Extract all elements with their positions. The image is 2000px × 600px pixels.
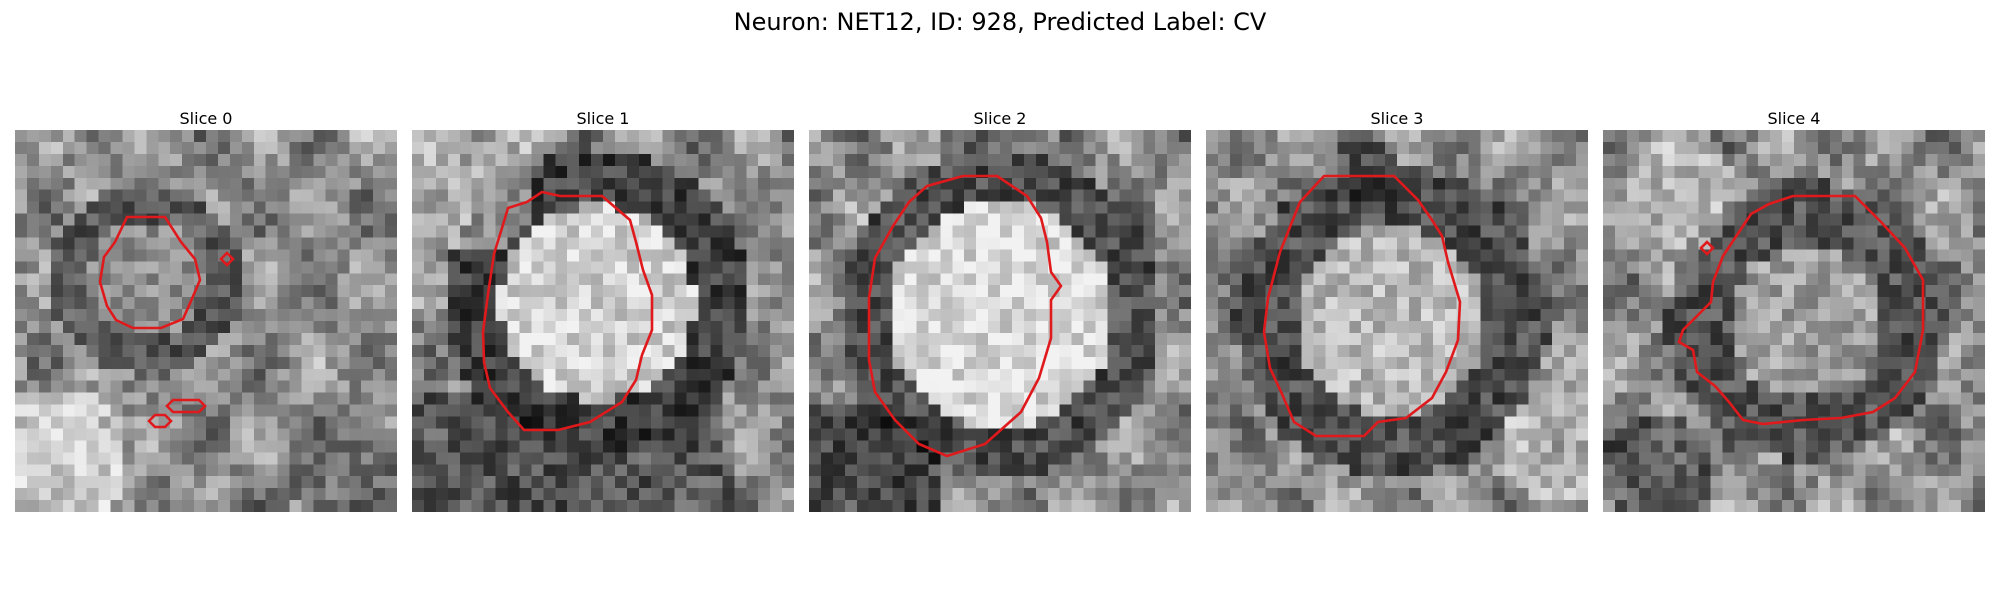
slice-title-0: Slice 0 [179,109,233,128]
slice-title-2: Slice 2 [973,109,1027,128]
slice-panel-3: Slice 3 [1206,108,1588,512]
segmentation-contour-slice-3 [1262,174,1462,438]
em-image-slice-2 [809,130,1191,512]
slice-title-3: Slice 3 [1370,109,1424,128]
figure-title: Neuron: NET12, ID: 928, Predicted Label:… [733,8,1267,36]
slice-title-4: Slice 4 [1767,109,1821,128]
segmentation-contour-slice-0 [98,215,235,429]
slice-panel-4: Slice 4 [1603,108,1985,512]
slice-panel-0: Slice 0 [15,108,397,512]
slice-panel-2: Slice 2 [809,108,1191,512]
segmentation-contour-slice-4 [1677,194,1925,426]
slice-title-1: Slice 1 [576,109,630,128]
em-image-slice-3 [1206,130,1588,512]
em-image-slice-0 [15,130,397,512]
em-image-slice-4 [1603,130,1985,512]
slice-panel-1: Slice 1 [412,108,794,512]
em-image-slice-1 [412,130,794,512]
segmentation-contour-slice-1 [481,190,654,432]
segmentation-contour-slice-2 [867,174,1063,458]
